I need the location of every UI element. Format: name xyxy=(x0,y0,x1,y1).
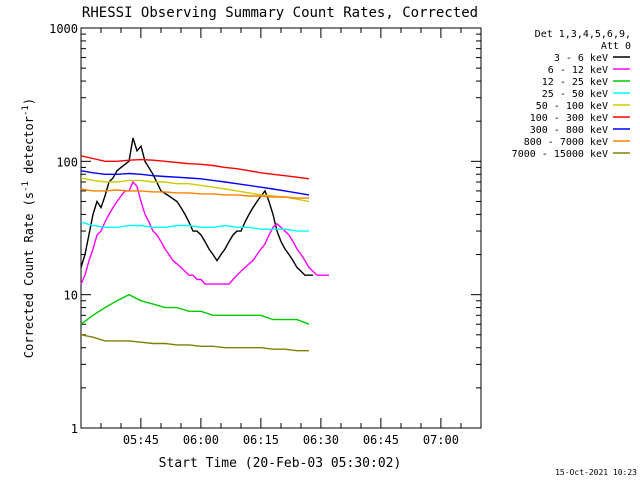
legend-entry-label: 7000 - 15000 keV xyxy=(512,149,608,160)
legend-entry-label: 100 - 300 keV xyxy=(530,113,608,124)
y-axis-label-main: Corrected Count Rate (s xyxy=(22,192,36,358)
legend-header: Att 0 xyxy=(601,41,631,52)
generation-timestamp: 15-Oct-2021 10:23 xyxy=(555,468,637,477)
x-tick-label: 07:00 xyxy=(423,433,459,447)
series-line-4 xyxy=(80,221,309,232)
series-line-2 xyxy=(80,180,329,285)
series-line-6 xyxy=(80,155,310,180)
series-line-8 xyxy=(80,188,309,199)
legend-entry-label: 800 - 7000 keV xyxy=(524,137,608,148)
y-axis-label-sup1: -1 xyxy=(21,181,31,192)
legend-entry-label: 6 - 12 keV xyxy=(548,65,608,76)
legend-entry-label: 3 - 6 keV xyxy=(554,53,608,64)
x-tick-label: 06:15 xyxy=(243,433,279,447)
y-tick-label: 10 xyxy=(64,289,78,303)
legend-entry-label: 25 - 50 keV xyxy=(542,89,608,100)
legend-entry-label: 300 - 800 keV xyxy=(530,125,608,136)
y-axis-label-end: ) xyxy=(22,98,36,105)
x-axis-label: Start Time (20-Feb-03 05:30:02) xyxy=(159,456,402,471)
x-tick-label: 06:30 xyxy=(303,433,339,447)
y-axis-label: Corrected Count Rate (s-1 detector-1) xyxy=(21,98,36,358)
x-tick-label: 05:45 xyxy=(123,433,159,447)
chart-title: RHESSI Observing Summary Count Rates, Co… xyxy=(82,5,478,21)
y-tick-label: 100 xyxy=(56,155,78,169)
axes-layer: 1 10 100 1000 05:45 06:00 06:15 06:30 06:45 07:00 xyxy=(49,22,482,447)
y-axis-label-sup2: -1 xyxy=(21,105,31,116)
series-line-3 xyxy=(80,293,310,325)
y-tick-label: 1000 xyxy=(49,22,78,36)
series-layer xyxy=(80,137,329,352)
x-tick-label: 06:45 xyxy=(363,433,399,447)
y-axis-label-mid: detector xyxy=(22,116,36,181)
series-line-9 xyxy=(80,334,309,352)
series-line-7 xyxy=(80,170,310,196)
legend-entry-label: 12 - 25 keV xyxy=(542,77,608,88)
series-line-1 xyxy=(80,137,313,276)
legend-entry-label: 50 - 100 keV xyxy=(536,101,608,112)
x-tick-label: 06:00 xyxy=(183,433,219,447)
y-tick-label: 1 xyxy=(71,422,78,436)
series-line-5 xyxy=(80,177,310,203)
legend-header: Det 1,3,4,5,6,9, xyxy=(535,29,631,40)
